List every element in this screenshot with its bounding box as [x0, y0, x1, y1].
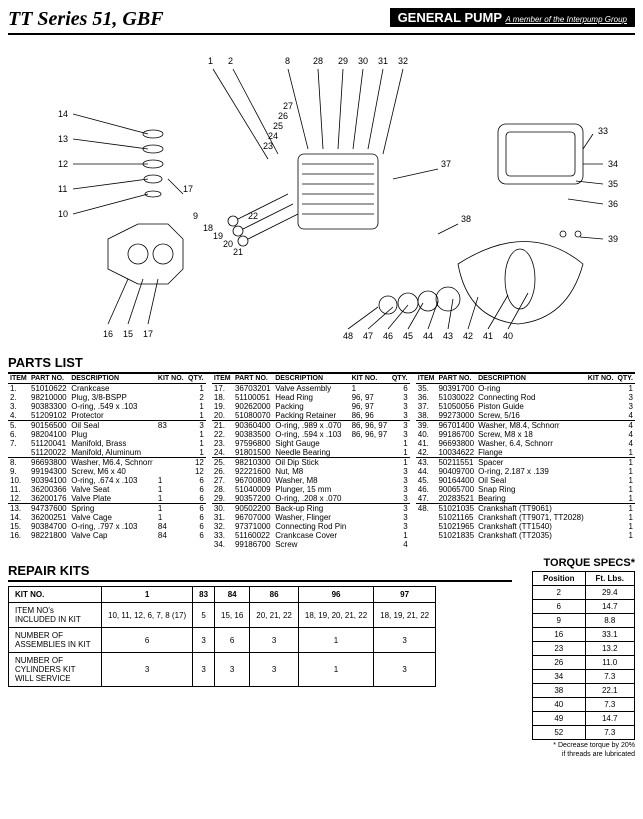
svg-text:31: 31: [378, 56, 388, 66]
svg-text:47: 47: [363, 331, 373, 341]
svg-text:17: 17: [183, 184, 193, 194]
repair-kits: REPAIR KITS KIT NO.18384869697ITEM NO's …: [8, 557, 512, 687]
svg-text:29: 29: [338, 56, 348, 66]
svg-text:33: 33: [598, 126, 608, 136]
svg-text:48: 48: [343, 331, 353, 341]
svg-text:11: 11: [58, 184, 67, 194]
svg-text:20: 20: [223, 239, 233, 249]
svg-text:25: 25: [273, 121, 283, 131]
parts-list: ITEMPART NO.DESCRIPTIONKIT NO.QTY.1.5101…: [8, 374, 635, 549]
svg-text:21: 21: [233, 247, 243, 257]
parts-list-title: PARTS LIST: [8, 355, 635, 370]
svg-text:22: 22: [248, 211, 258, 221]
svg-text:2: 2: [228, 56, 233, 66]
parts-col-1: ITEMPART NO.DESCRIPTIONKIT NO.QTY.1.5101…: [8, 374, 206, 549]
svg-text:1: 1: [208, 56, 213, 66]
page-title: TT Series 51, GBF: [8, 8, 164, 31]
torque-specs: TORQUE SPECS* PositionFt. Lbs.229.4614.7…: [532, 557, 635, 758]
svg-text:12: 12: [58, 159, 68, 169]
svg-text:18: 18: [203, 223, 213, 233]
svg-text:8: 8: [285, 56, 290, 66]
svg-text:24: 24: [268, 131, 278, 141]
torque-note-2: if threads are lubricated: [532, 751, 635, 758]
svg-text:9: 9: [193, 211, 198, 221]
svg-text:30: 30: [358, 56, 368, 66]
svg-text:46: 46: [383, 331, 393, 341]
parts-col-2: ITEMPART NO.DESCRIPTIONKIT NO.QTY.17.367…: [212, 374, 410, 549]
svg-text:40: 40: [503, 331, 513, 341]
svg-text:37: 37: [441, 159, 451, 169]
svg-text:15: 15: [123, 329, 133, 339]
svg-text:19: 19: [213, 231, 223, 241]
svg-text:17: 17: [143, 329, 153, 339]
svg-text:44: 44: [423, 331, 433, 341]
svg-text:27: 27: [283, 101, 293, 111]
brand-sub: A member of the Interpump Group: [505, 15, 627, 24]
svg-text:43: 43: [443, 331, 453, 341]
svg-text:36: 36: [608, 199, 618, 209]
svg-text:14: 14: [58, 109, 68, 119]
parts-col-3: ITEMPART NO.DESCRIPTIONKIT NO.QTY.35.903…: [416, 374, 635, 549]
svg-text:34: 34: [608, 159, 618, 169]
svg-text:41: 41: [483, 331, 493, 341]
svg-text:13: 13: [58, 134, 68, 144]
svg-text:35: 35: [608, 179, 618, 189]
svg-text:26: 26: [278, 111, 288, 121]
exploded-diagram: 1 2 8 28 29 30 31 32 14 13 12 11 10 17 1…: [8, 39, 635, 349]
svg-text:42: 42: [463, 331, 473, 341]
torque-note-1: * Decrease torque by 20%: [532, 742, 635, 749]
svg-text:45: 45: [403, 331, 413, 341]
torque-title: TORQUE SPECS*: [532, 557, 635, 569]
svg-text:23: 23: [263, 141, 273, 151]
svg-text:39: 39: [608, 234, 618, 244]
svg-text:10: 10: [58, 209, 68, 219]
brand-name: GENERAL PUMP: [398, 10, 502, 25]
header: TT Series 51, GBF GENERAL PUMP A member …: [8, 8, 635, 35]
svg-text:28: 28: [313, 56, 323, 66]
svg-text:38: 38: [461, 214, 471, 224]
repair-kits-title: REPAIR KITS: [8, 563, 512, 578]
svg-text:16: 16: [103, 329, 113, 339]
svg-text:32: 32: [398, 56, 408, 66]
brand-box: GENERAL PUMP A member of the Interpump G…: [390, 8, 635, 27]
